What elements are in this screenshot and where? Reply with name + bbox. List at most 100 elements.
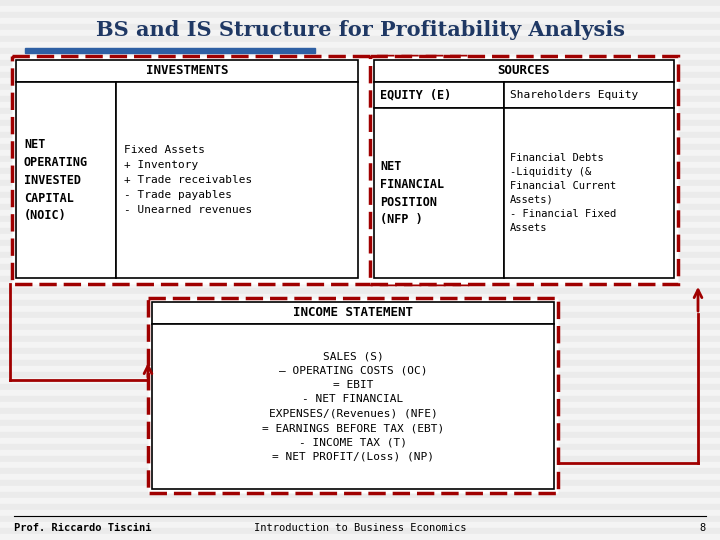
Bar [25, 48, 315, 53]
Bar [0, 18, 720, 24]
Bar [16, 60, 358, 82]
Bar [0, 42, 720, 48]
Bar [0, 258, 720, 264]
Bar [0, 156, 720, 162]
Bar [148, 298, 558, 493]
Bar [0, 24, 720, 30]
Bar [0, 162, 720, 168]
Bar [0, 144, 720, 150]
Bar [0, 60, 720, 66]
Bar [0, 360, 720, 366]
Bar [0, 306, 720, 312]
Bar [0, 462, 720, 468]
Bar [0, 408, 720, 414]
Bar [0, 6, 720, 12]
Bar [0, 198, 720, 204]
Bar [116, 82, 358, 278]
Bar [0, 96, 720, 102]
Bar [0, 492, 720, 498]
Bar [0, 72, 720, 78]
Bar [0, 132, 720, 138]
Text: EQUITY (E): EQUITY (E) [380, 89, 451, 102]
Bar [0, 420, 720, 426]
Bar [0, 66, 720, 72]
Bar [0, 312, 720, 318]
Bar [0, 330, 720, 336]
Text: Financial Debts
-Liquidity (&
Financial Current
Assets)
- Financial Fixed
Assets: Financial Debts -Liquidity (& Financial … [510, 153, 616, 233]
Bar [0, 216, 720, 222]
Text: Introduction to Business Economics: Introduction to Business Economics [253, 523, 467, 533]
Bar [374, 82, 504, 108]
Text: NET
FINANCIAL
POSITION
(NFP ): NET FINANCIAL POSITION (NFP ) [380, 159, 444, 226]
Bar [0, 90, 720, 96]
Bar [0, 264, 720, 270]
Bar [0, 108, 720, 114]
Text: INVESTMENTS: INVESTMENTS [145, 64, 228, 78]
Bar [0, 84, 720, 90]
Bar [0, 276, 720, 282]
Bar [0, 510, 720, 516]
Bar [0, 480, 720, 486]
Bar [0, 186, 720, 192]
Bar [152, 324, 554, 489]
Bar [0, 504, 720, 510]
Bar [0, 432, 720, 438]
Bar [0, 474, 720, 480]
Bar [0, 210, 720, 216]
Bar [374, 60, 674, 82]
Bar [0, 300, 720, 306]
Bar [0, 222, 720, 228]
Bar [0, 126, 720, 132]
Bar [0, 174, 720, 180]
Bar [0, 102, 720, 108]
Bar [0, 444, 720, 450]
Bar [504, 82, 674, 108]
Bar [0, 456, 720, 462]
Text: INCOME STATEMENT: INCOME STATEMENT [293, 307, 413, 320]
Bar [152, 302, 554, 324]
Bar [504, 108, 674, 278]
Bar [0, 318, 720, 324]
Bar [16, 82, 116, 278]
Bar [0, 390, 720, 396]
Bar [0, 498, 720, 504]
Bar [0, 522, 720, 528]
Bar [0, 168, 720, 174]
Bar [0, 240, 720, 246]
Bar [0, 468, 720, 474]
Bar [0, 528, 720, 534]
Bar [0, 372, 720, 378]
Bar [0, 324, 720, 330]
Bar [0, 414, 720, 420]
Bar [0, 234, 720, 240]
Bar [0, 120, 720, 126]
Bar [0, 378, 720, 384]
Bar [0, 246, 720, 252]
Bar [0, 486, 720, 492]
Text: NET
OPERATING
INVESTED
CAPITAL
(NOIC): NET OPERATING INVESTED CAPITAL (NOIC) [24, 138, 88, 222]
Bar [0, 30, 720, 36]
Bar [0, 354, 720, 360]
Bar [0, 12, 720, 18]
Bar [0, 534, 720, 540]
Text: Fixed Assets
+ Inventory
+ Trade receivables
- Trade payables
- Unearned revenue: Fixed Assets + Inventory + Trade receiva… [124, 145, 252, 214]
Bar [0, 288, 720, 294]
Bar [0, 192, 720, 198]
Bar [0, 180, 720, 186]
Bar [0, 516, 720, 522]
Bar [0, 426, 720, 432]
Bar [0, 48, 720, 54]
Bar [0, 282, 720, 288]
Text: Prof. Riccardo Tiscini: Prof. Riccardo Tiscini [14, 523, 151, 533]
Text: 8: 8 [700, 523, 706, 533]
Text: SALES (S)
– OPERATING COSTS (OC)
= EBIT
- NET FINANCIAL
EXPENSES/(Revenues) (NFE: SALES (S) – OPERATING COSTS (OC) = EBIT … [262, 351, 444, 462]
Bar [0, 348, 720, 354]
Bar [370, 56, 678, 284]
Bar [0, 396, 720, 402]
Bar [0, 366, 720, 372]
Bar [0, 294, 720, 300]
Bar [0, 54, 720, 60]
Bar [0, 270, 720, 276]
Text: Shareholders Equity: Shareholders Equity [510, 90, 638, 100]
Bar [0, 78, 720, 84]
